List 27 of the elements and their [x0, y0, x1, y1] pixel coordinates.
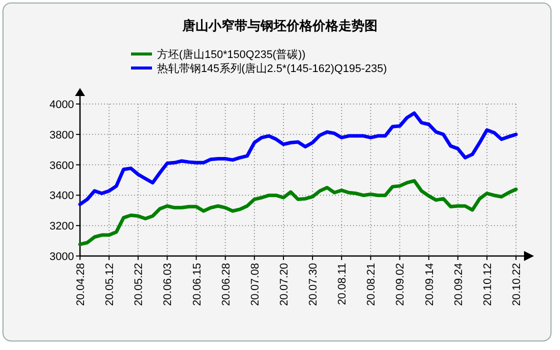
- x-tick-label: 20.05.12: [104, 263, 116, 306]
- x-tick-label: 20.08.11: [336, 263, 349, 306]
- x-tick-label: 20.06.03: [162, 263, 174, 306]
- x-tick-label: 20.08.21: [366, 263, 378, 306]
- y-tick-label: 3200: [50, 220, 74, 233]
- y-tick-label: 3800: [50, 129, 74, 142]
- x-tick-label: 20.06.15: [191, 263, 204, 306]
- x-tick-label: 20.09.14: [424, 263, 436, 306]
- line-series: [78, 111, 518, 206]
- legend-label: 热轧带钢145系列(唐山2.5*(145-162)Q195-235): [157, 62, 387, 75]
- x-tick-label: 20.09.24: [452, 263, 465, 306]
- y-tick-label: 3400: [50, 190, 74, 202]
- x-tick-label: 20.06.28: [220, 263, 232, 306]
- y-tick-label: 4000: [50, 99, 74, 111]
- x-tick-label: 20.07.30: [308, 263, 320, 306]
- chart-title: 唐山小窄带与钢坯价格价格走势图: [182, 18, 378, 33]
- legend-label: 方坯(唐山150*150Q235(普碳)): [157, 48, 306, 61]
- x-tick-label: 20.10.12: [482, 263, 494, 306]
- line-series: [78, 179, 518, 246]
- x-tick-label: 20.07.08: [249, 263, 262, 306]
- x-tick-label: 20.05.22: [133, 263, 146, 306]
- x-tick-label: 20.10.22: [511, 263, 523, 306]
- x-tick-label: 20.04.28: [75, 263, 87, 306]
- y-tick-label: 3600: [50, 160, 74, 172]
- x-tick-label: 20.07.20: [278, 263, 290, 306]
- y-tick-label: 3000: [50, 251, 74, 263]
- x-tick-label: 20.09.02: [394, 263, 407, 306]
